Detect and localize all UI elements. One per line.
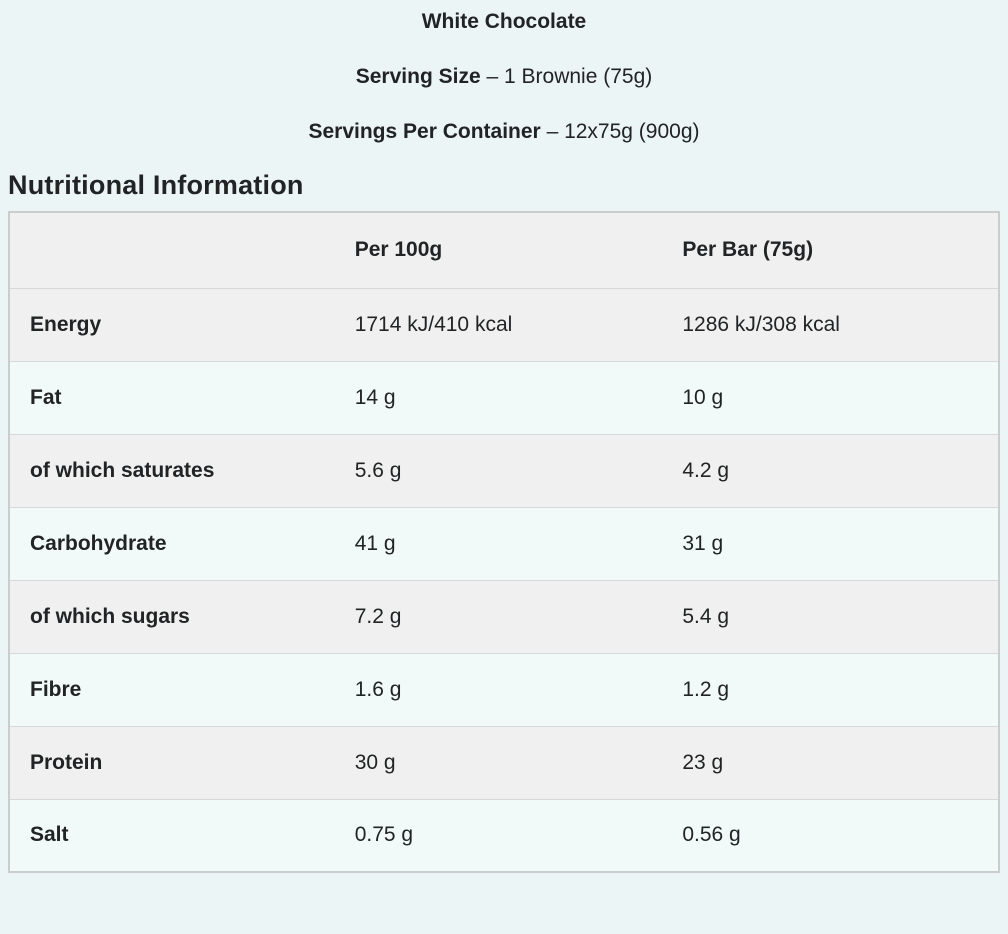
- nutrition-panel: White Chocolate Serving Size – 1 Brownie…: [0, 6, 1008, 873]
- per-100g-value: 41 g: [354, 531, 396, 555]
- per-100g-value: 1.6 g: [354, 677, 402, 701]
- per-bar-value: 0.56 g: [682, 823, 741, 847]
- table-row: Protein 30 g 23 g: [9, 726, 999, 799]
- nutrition-table-body: Energy 1714 kJ/410 kcal 1286 kJ/308 kcal Fa…: [9, 288, 999, 872]
- servings-per-container-line: Servings Per Container – 12x75g (900g): [0, 116, 1008, 147]
- nutrient-label: of which sugars: [30, 604, 190, 628]
- nutrient-label: Fibre: [30, 677, 82, 701]
- per-bar-value: 10 g: [682, 385, 724, 409]
- nutrient-label: Salt: [30, 823, 69, 847]
- header-row: Per 100g Per Bar (75g): [9, 212, 999, 288]
- serving-size-label: Serving Size: [355, 65, 481, 88]
- per-100g-value: 0.75 g: [354, 823, 414, 847]
- table-row: of which saturates 5.6 g 4.2 g: [9, 434, 999, 507]
- per-bar-value: 1.2 g: [682, 677, 730, 701]
- servings-per-container-value: – 12x75g (900g): [546, 120, 700, 143]
- table-row: Fibre 1.6 g 1.2 g: [9, 653, 999, 726]
- per-bar-value: 5.4 g: [682, 604, 730, 628]
- serving-size-line: Serving Size – 1 Brownie (75g): [0, 61, 1008, 92]
- column-header-per-100g: Per 100g: [354, 212, 683, 288]
- per-100g-value: 1714 kJ/410 kcal: [354, 312, 513, 336]
- per-100g-value: 30 g: [354, 750, 396, 774]
- column-header-blank: [9, 212, 355, 288]
- per-100g-value: 7.2 g: [354, 604, 402, 628]
- per-bar-value: 1286 kJ/308 kcal: [682, 312, 840, 336]
- table-row: Carbohydrate 41 g 31 g: [9, 507, 999, 580]
- nutrition-table: Per 100g Per Bar (75g) Energy 1714 kJ/410…: [8, 211, 1000, 873]
- product-header: White Chocolate Serving Size – 1 Brownie…: [0, 6, 1008, 147]
- product-title: White Chocolate: [421, 10, 587, 33]
- per-100g-value: 5.6 g: [354, 458, 402, 482]
- nutrient-label: Carbohydrate: [30, 531, 167, 555]
- section-title: Nutritional Information: [8, 170, 304, 200]
- servings-per-container-label: Servings Per Container: [308, 120, 541, 143]
- column-header-per-bar: Per Bar (75g): [682, 212, 999, 288]
- nutrient-label: Protein: [30, 750, 103, 774]
- per-100g-value: 14 g: [354, 385, 396, 409]
- nutrient-label: Fat: [30, 385, 62, 409]
- per-bar-value: 4.2 g: [682, 458, 730, 482]
- table-row: of which sugars 7.2 g 5.4 g: [9, 580, 999, 653]
- table-row: Energy 1714 kJ/410 kcal 1286 kJ/308 kcal: [9, 288, 999, 361]
- nutrition-table-head: Per 100g Per Bar (75g): [9, 212, 999, 288]
- table-row: Salt 0.75 g 0.56 g: [9, 799, 999, 872]
- serving-size-value: – 1 Brownie (75g): [486, 65, 653, 88]
- nutrient-label: of which saturates: [30, 458, 215, 482]
- nutrient-label: Energy: [30, 312, 102, 336]
- per-bar-value: 23 g: [682, 750, 724, 774]
- table-row: Fat 14 g 10 g: [9, 361, 999, 434]
- per-bar-value: 31 g: [682, 531, 724, 555]
